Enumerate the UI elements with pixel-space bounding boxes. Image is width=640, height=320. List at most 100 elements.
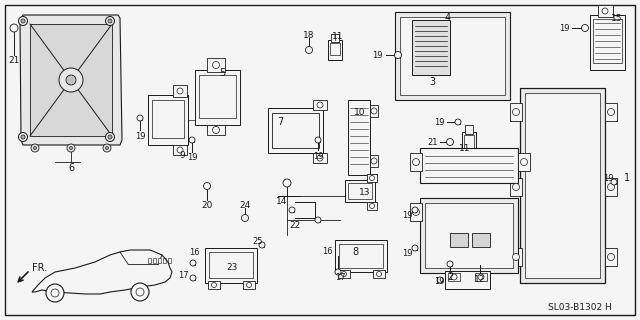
Bar [410, 203, 422, 221]
Bar [450, 233, 468, 247]
Bar [605, 103, 617, 121]
Bar [337, 270, 339, 274]
Bar [13, 27, 15, 29]
Circle shape [70, 147, 72, 149]
Bar [152, 100, 184, 138]
Text: 24: 24 [239, 201, 251, 210]
Circle shape [369, 204, 374, 209]
Text: 6: 6 [68, 163, 74, 173]
Bar [593, 19, 622, 63]
Bar [462, 132, 476, 158]
Bar [313, 100, 327, 110]
Bar [590, 15, 625, 70]
Bar [199, 75, 236, 118]
Bar [518, 153, 530, 171]
Bar [370, 155, 378, 167]
Text: 7: 7 [277, 117, 283, 127]
Circle shape [478, 274, 484, 280]
Polygon shape [20, 15, 122, 145]
Text: 19: 19 [187, 153, 197, 162]
Text: 19: 19 [603, 173, 613, 182]
Bar [291, 209, 294, 212]
Circle shape [136, 288, 144, 296]
Bar [456, 121, 460, 124]
Circle shape [335, 269, 341, 275]
Circle shape [177, 147, 183, 153]
Circle shape [67, 144, 75, 152]
Bar [420, 198, 518, 273]
Text: 15: 15 [611, 13, 623, 22]
Circle shape [66, 75, 76, 85]
Circle shape [51, 289, 59, 297]
Text: 13: 13 [359, 188, 371, 196]
Circle shape [611, 179, 617, 185]
Bar [138, 116, 141, 119]
Circle shape [19, 132, 28, 141]
Bar [207, 58, 225, 72]
Bar [163, 258, 166, 263]
Circle shape [412, 245, 418, 251]
Text: 17: 17 [178, 270, 188, 279]
Bar [208, 281, 220, 289]
Bar [413, 209, 417, 212]
Bar [330, 43, 340, 55]
Text: 2: 2 [447, 272, 453, 282]
Bar [510, 103, 522, 121]
Text: 8: 8 [352, 247, 358, 257]
Bar [191, 139, 193, 141]
Bar [412, 20, 450, 75]
Text: 16: 16 [189, 247, 199, 257]
Bar [395, 12, 510, 100]
Bar [367, 202, 377, 210]
Circle shape [103, 144, 111, 152]
Circle shape [371, 108, 377, 114]
Bar [348, 100, 370, 175]
Bar [30, 24, 112, 136]
Text: 19: 19 [435, 117, 445, 126]
Text: 16: 16 [323, 246, 333, 255]
Circle shape [520, 158, 527, 165]
Bar [317, 219, 319, 221]
Circle shape [582, 25, 589, 31]
Circle shape [190, 275, 196, 281]
Bar [348, 183, 372, 199]
Bar [445, 271, 490, 289]
Circle shape [437, 277, 443, 283]
Bar [465, 125, 473, 134]
Bar [472, 233, 490, 247]
Text: 3: 3 [429, 77, 435, 87]
Circle shape [108, 19, 112, 23]
Text: 11: 11 [460, 143, 471, 153]
Circle shape [455, 119, 461, 125]
Circle shape [137, 115, 143, 121]
Text: 4: 4 [445, 13, 451, 23]
Bar [605, 248, 617, 266]
Circle shape [21, 19, 25, 23]
Circle shape [607, 253, 614, 260]
Circle shape [131, 283, 149, 301]
Bar [148, 95, 188, 145]
Circle shape [212, 61, 220, 68]
Circle shape [369, 175, 374, 180]
Circle shape [21, 135, 25, 139]
Bar [612, 180, 616, 183]
Circle shape [513, 183, 520, 190]
Bar [191, 261, 195, 265]
Bar [173, 145, 187, 155]
Bar [475, 273, 487, 281]
Bar [285, 181, 289, 185]
Bar [158, 258, 161, 263]
Bar [449, 140, 451, 143]
Bar [331, 34, 339, 42]
Text: 19: 19 [135, 132, 145, 140]
Bar [191, 276, 195, 279]
Text: 19: 19 [403, 249, 413, 258]
Circle shape [177, 88, 183, 94]
Circle shape [317, 102, 323, 108]
Circle shape [305, 46, 312, 53]
Bar [153, 258, 156, 263]
Circle shape [19, 17, 28, 26]
Text: 25: 25 [253, 236, 263, 245]
Bar [464, 135, 474, 153]
Circle shape [342, 271, 346, 276]
